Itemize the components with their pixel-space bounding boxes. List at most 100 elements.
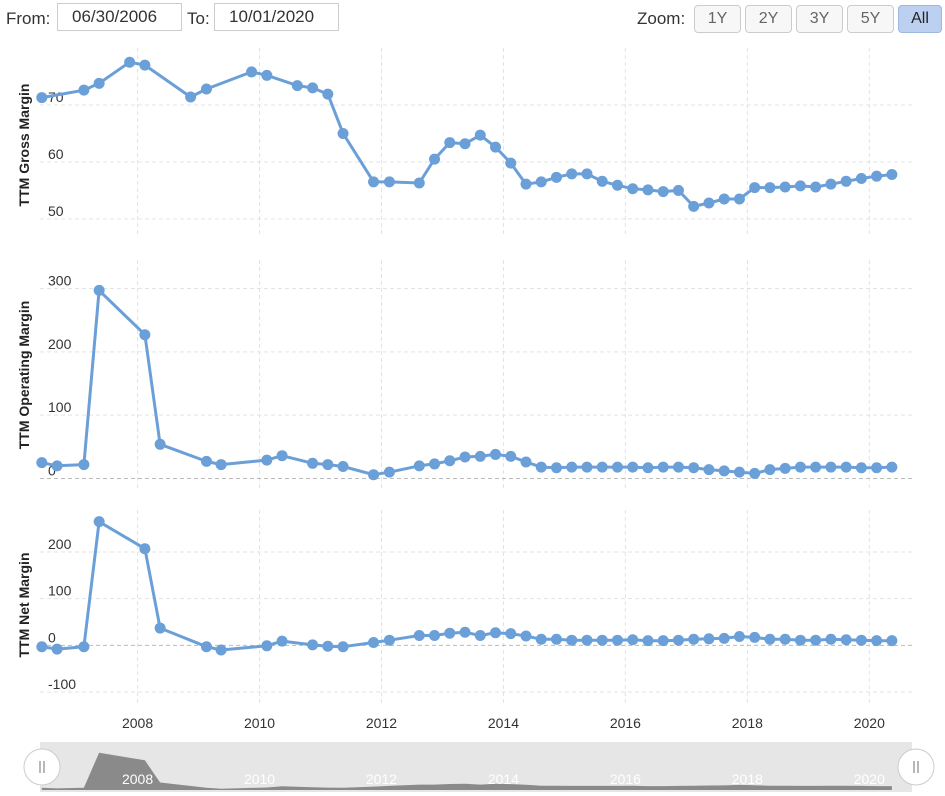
data-point xyxy=(825,633,837,645)
zoom-all-button[interactable]: All xyxy=(898,5,942,33)
data-point xyxy=(703,197,715,209)
data-point xyxy=(505,628,517,640)
navigator-left-handle[interactable] xyxy=(23,748,61,786)
data-point xyxy=(185,91,197,103)
data-point xyxy=(779,633,791,645)
data-point xyxy=(490,627,502,639)
data-point xyxy=(337,641,349,653)
data-point xyxy=(337,127,349,139)
data-point xyxy=(444,627,456,639)
series-line xyxy=(41,60,893,208)
data-point xyxy=(429,153,441,165)
navigator-tick-label: 2008 xyxy=(122,771,153,787)
data-point xyxy=(581,168,593,180)
x-tick-label: 2014 xyxy=(488,715,519,731)
data-point xyxy=(78,641,90,653)
chart-panel-2: 0 100 200 300 TTM Operating Margin xyxy=(16,260,912,488)
data-point xyxy=(276,450,288,462)
y-tick-label: 50 xyxy=(48,203,64,219)
data-point xyxy=(215,459,227,471)
data-point xyxy=(627,634,639,646)
y-tick-label: 300 xyxy=(48,273,72,289)
data-point xyxy=(474,630,486,642)
data-point xyxy=(93,77,105,89)
data-point xyxy=(840,175,852,187)
data-point xyxy=(322,88,334,100)
data-point xyxy=(261,640,273,652)
zoom-2y-button[interactable]: 2Y xyxy=(745,5,792,33)
data-point xyxy=(444,137,456,149)
data-point xyxy=(871,170,883,182)
from-date-input[interactable] xyxy=(57,3,182,31)
y-tick-label: 0 xyxy=(48,629,56,645)
data-point xyxy=(566,461,578,473)
data-point xyxy=(368,637,380,649)
data-point xyxy=(520,456,532,468)
data-point xyxy=(688,200,700,212)
data-point xyxy=(779,181,791,193)
data-point xyxy=(505,157,517,169)
y-tick-label: 100 xyxy=(48,399,72,415)
data-point xyxy=(535,461,547,473)
data-point xyxy=(840,461,852,473)
y-tick-label: 0 xyxy=(48,463,56,479)
data-point xyxy=(642,184,654,196)
data-point xyxy=(627,461,639,473)
data-point xyxy=(855,634,867,646)
data-point xyxy=(93,516,105,528)
zoom-label: Zoom: xyxy=(637,9,686,28)
data-point xyxy=(688,633,700,645)
data-point xyxy=(444,455,456,467)
to-date-input[interactable] xyxy=(214,3,339,31)
data-point xyxy=(139,543,151,555)
navigator-tick-label: 2020 xyxy=(854,771,885,787)
data-point xyxy=(596,461,608,473)
data-point xyxy=(733,630,745,642)
data-point xyxy=(718,465,730,477)
y-axis-title: TTM Gross Margin xyxy=(16,84,32,207)
data-point xyxy=(886,461,898,473)
data-point xyxy=(139,329,151,341)
data-point xyxy=(276,635,288,647)
data-point xyxy=(322,640,334,652)
navigator-tick-label: 2016 xyxy=(610,771,641,787)
data-point xyxy=(459,626,471,638)
data-point xyxy=(794,634,806,646)
data-point xyxy=(474,450,486,462)
data-point xyxy=(779,462,791,474)
data-point xyxy=(535,633,547,645)
data-point xyxy=(718,193,730,205)
navigator-tick-label: 2018 xyxy=(732,771,763,787)
data-point xyxy=(657,461,669,473)
data-point xyxy=(550,171,562,183)
data-point xyxy=(78,459,90,471)
zoom-1y-button[interactable]: 1Y xyxy=(694,5,741,33)
data-point xyxy=(855,172,867,184)
x-tick-label: 2012 xyxy=(366,715,397,731)
y-tick-label: 200 xyxy=(48,536,72,552)
data-point xyxy=(825,461,837,473)
zoom-3y-button[interactable]: 3Y xyxy=(796,5,843,33)
data-point xyxy=(413,460,425,472)
x-tick-label: 2018 xyxy=(732,715,763,731)
data-point xyxy=(383,466,395,478)
zoom-5y-button[interactable]: 5Y xyxy=(847,5,894,33)
data-point xyxy=(886,168,898,180)
navigator-right-handle[interactable] xyxy=(897,748,935,786)
x-tick-label: 2008 xyxy=(122,715,153,731)
data-point xyxy=(154,622,166,634)
data-point xyxy=(520,178,532,190)
data-point xyxy=(261,69,273,81)
data-point xyxy=(672,634,684,646)
data-point xyxy=(200,455,212,467)
data-point xyxy=(383,634,395,646)
data-point xyxy=(429,630,441,642)
data-point xyxy=(794,180,806,192)
data-point xyxy=(733,466,745,478)
data-point xyxy=(749,182,761,194)
data-point xyxy=(368,176,380,188)
data-point xyxy=(154,438,166,450)
y-tick-label: 100 xyxy=(48,583,72,599)
range-selector: From: To: Zoom: 1Y 2Y 3Y 5Y All xyxy=(0,0,945,38)
